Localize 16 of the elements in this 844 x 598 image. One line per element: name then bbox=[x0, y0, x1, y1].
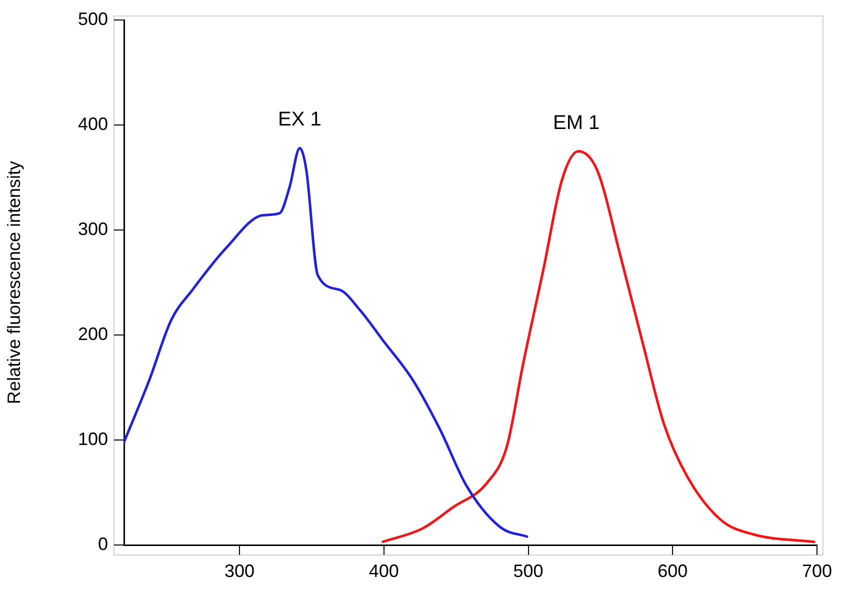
series-label: EX 1 bbox=[278, 108, 322, 131]
line-series bbox=[382, 150, 816, 544]
y-tick-label: 0 bbox=[98, 534, 108, 554]
x-tick-label: 700 bbox=[802, 560, 832, 581]
y-axis-title: Relative fluorescence intensity bbox=[4, 160, 24, 404]
series-label: EM 1 bbox=[553, 112, 600, 134]
y-tick-label: 500 bbox=[78, 8, 108, 29]
y-tick-label: 100 bbox=[78, 428, 108, 449]
x-tick-label: 500 bbox=[513, 560, 544, 581]
y-tick-label: 200 bbox=[78, 324, 108, 344]
y-tick-label: 400 bbox=[78, 114, 108, 134]
x-tick-label: 300 bbox=[224, 560, 255, 581]
y-tick-label: 300 bbox=[78, 218, 108, 239]
line-series bbox=[124, 146, 528, 538]
x-tick-label: 400 bbox=[368, 560, 399, 581]
x-tick-label: 600 bbox=[658, 560, 688, 581]
